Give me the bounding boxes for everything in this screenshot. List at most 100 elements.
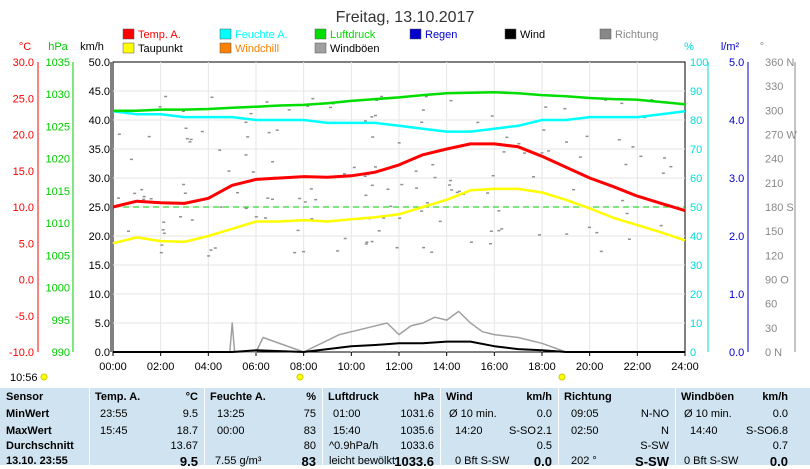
direction-mark (314, 198, 318, 201)
dir-axis-tick-label: 60 (765, 299, 777, 311)
dir-axis-tick-label: 150 (765, 226, 783, 238)
hpa-axis-tick-label: 1020 (46, 154, 70, 166)
direction-mark (489, 230, 493, 233)
direction-mark (207, 255, 211, 257)
direction-mark (244, 207, 248, 210)
direction-mark (449, 99, 453, 102)
stats-boeen-beaufort: 0 Bft S-SW (684, 455, 739, 467)
stats-richtung-avg: S-SW (640, 440, 669, 452)
direction-mark (162, 221, 166, 223)
direction-mark (142, 198, 146, 201)
direction-mark (564, 141, 568, 143)
dir-axis-tick-label: 180 S (765, 202, 794, 214)
rain-axis-unit-label: l/m² (721, 41, 740, 53)
direction-mark (251, 171, 255, 173)
stats-avg-label: Durchschnitt (6, 440, 74, 452)
hpa-axis-tick-label: 1030 (46, 89, 70, 101)
kmh-axis-tick-label: 15.0 (89, 260, 110, 272)
dir-axis-unit-label: ° (760, 41, 764, 53)
stats-wind-max-dir: S-SO (509, 425, 536, 437)
direction-mark (542, 129, 546, 131)
direction-mark (329, 106, 333, 109)
direction-mark (189, 138, 193, 141)
stats-boeen-max-time: 14:40 (690, 425, 718, 437)
direction-mark (287, 109, 291, 111)
direction-mark (161, 229, 165, 231)
direction-mark (565, 233, 569, 235)
stats-boeen-header: Windböen (681, 391, 735, 403)
direction-mark (659, 224, 663, 227)
direction-mark (311, 97, 315, 100)
direction-mark (200, 130, 204, 133)
stats-druck-forecast: leicht bewölkt (329, 455, 396, 467)
direction-mark (249, 112, 253, 115)
dir-axis-tick-label: 270 W (765, 130, 797, 142)
stats-wind-header: Wind (446, 391, 473, 403)
direction-mark (371, 136, 375, 138)
direction-mark (254, 216, 258, 218)
direction-mark (117, 197, 121, 199)
direction-mark (663, 157, 667, 159)
stats-feuchte-header: Feuchte A. (210, 391, 266, 403)
series-line-luftdruck (113, 90, 686, 112)
pct-axis-tick-label: 40 (690, 231, 702, 243)
direction-mark (523, 152, 527, 154)
direction-mark (213, 247, 217, 249)
direction-mark (219, 206, 223, 208)
rain-axis-tick-label: 2.0 (729, 231, 744, 243)
pct-axis-unit-label: % (684, 41, 694, 53)
kmh-axis-tick-label: 45.0 (89, 86, 110, 98)
dir-axis-tick-label: 240 (765, 154, 783, 166)
direction-mark (476, 121, 480, 124)
direction-mark (309, 188, 313, 190)
rain-axis-tick-label: 1.0 (729, 289, 744, 301)
x-tick-label: 02:00 (147, 361, 175, 373)
stats-richtung-column: Richtung 09:05 N-NO 02:50 N S-SW 202 ° S… (559, 388, 676, 468)
x-tick-label: 06:00 (242, 361, 270, 373)
direction-mark (500, 228, 504, 230)
temp-axis-tick-label: 0.0 (19, 275, 34, 287)
direction-mark (266, 197, 270, 199)
stats-druck-unit: hPa (413, 391, 434, 403)
direction-scatter (117, 95, 673, 257)
direction-mark (370, 116, 374, 118)
dir-axis-tick-label: 0 N (765, 347, 782, 359)
direction-mark (585, 135, 589, 138)
stats-temp-unit: °C (185, 391, 198, 403)
stats-max-label: MaxWert (6, 425, 52, 437)
direction-mark (386, 188, 390, 191)
direction-mark (438, 220, 442, 223)
stats-temp-max-time: 15:45 (100, 425, 128, 437)
direction-mark (182, 183, 186, 186)
direction-mark (129, 158, 133, 161)
direction-mark (265, 101, 269, 103)
stats-druck-min-time: 01:00 (333, 408, 361, 420)
x-tick-label: 22:00 (624, 361, 652, 373)
direction-mark (343, 237, 347, 240)
direction-mark (306, 105, 310, 107)
direction-mark (578, 156, 582, 158)
stats-date-label: 13.10. 23:55 (6, 455, 68, 467)
hpa-axis-tick-label: 1025 (46, 121, 70, 133)
temp-axis-tick-label: -5.0 (15, 311, 34, 323)
direction-mark (370, 240, 374, 243)
direction-mark (631, 146, 635, 148)
legend-swatch (219, 42, 232, 54)
direction-mark (502, 151, 506, 153)
current-time-label: 10:56 (10, 372, 38, 384)
stats-boeen-avg-period: Ø 10 min. (684, 408, 732, 420)
hpa-axis-unit-label: hPa (48, 41, 68, 53)
direction-mark (244, 121, 248, 124)
stats-wind-min-value: 0.0 (536, 408, 552, 420)
direction-mark (298, 197, 302, 200)
direction-mark (179, 216, 183, 218)
stats-feuchte-abs: 7.55 g/m³ (215, 455, 262, 467)
direction-mark (420, 210, 424, 212)
direction-mark (188, 141, 192, 143)
direction-mark (505, 136, 509, 139)
direction-mark (133, 192, 137, 195)
stats-feuchte-unit: % (306, 391, 316, 403)
x-tick-label: 10:00 (338, 361, 366, 373)
direction-mark (275, 129, 279, 131)
stats-temp-header: Temp. A. (95, 391, 141, 403)
